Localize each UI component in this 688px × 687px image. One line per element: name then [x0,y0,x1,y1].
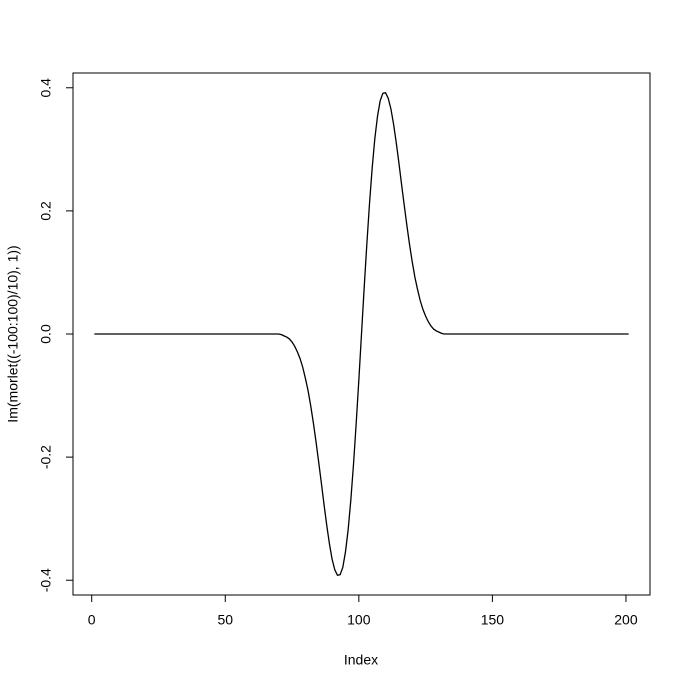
y-tick-label: 0.4 [38,78,54,98]
x-tick-label: 50 [217,612,233,628]
x-tick-label: 0 [88,612,96,628]
y-axis-label: Im(morlet((-100:100)/10), 1)) [5,245,21,422]
x-tick-label: 100 [347,612,371,628]
x-tick-label: 150 [481,612,505,628]
y-tick-label: 0.2 [38,201,54,221]
x-axis-label: Index [344,652,378,668]
x-tick-label: 200 [614,612,638,628]
y-tick-label: -0.2 [38,445,54,469]
y-tick-label: 0.0 [38,324,54,344]
data-line [94,91,629,577]
y-tick-label: -0.4 [38,568,54,592]
